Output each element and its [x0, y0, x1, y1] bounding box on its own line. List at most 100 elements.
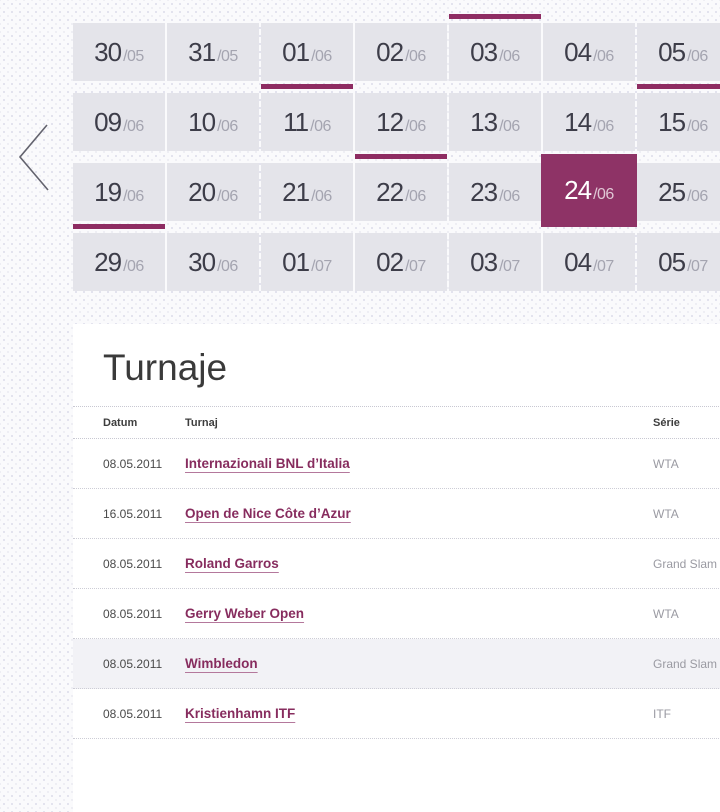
date-cell[interactable]: 05/06 — [637, 23, 720, 81]
date-cell[interactable]: 05/07 — [637, 233, 720, 291]
date-label: 03/07 — [470, 247, 520, 278]
date-cell[interactable]: 03/06 — [449, 14, 541, 81]
date-cell[interactable]: 25/06 — [637, 163, 720, 221]
tournament-row: 08.05.2011 Wimbledon Grand Slam — [73, 639, 720, 689]
tournament-link[interactable]: Roland Garros — [185, 556, 279, 571]
date-day: 04 — [564, 36, 592, 67]
column-header-date: Datum — [103, 416, 138, 429]
tournament-series: ITF — [653, 706, 671, 721]
date-cell[interactable]: 20/06 — [167, 163, 259, 221]
date-day: 20 — [188, 176, 216, 207]
date-cell[interactable]: 30/06 — [167, 233, 259, 291]
tournament-link[interactable]: Gerry Weber Open — [185, 606, 305, 621]
chevron-left-icon — [16, 122, 50, 192]
date-cell[interactable]: 23/06 — [449, 163, 541, 221]
date-cell[interactable]: 01/07 — [261, 233, 353, 291]
date-cell[interactable]: 21/06 — [261, 163, 353, 221]
date-label: 15/06 — [658, 107, 708, 138]
date-month: /06 — [405, 47, 426, 65]
tournament-link[interactable]: Internazionali BNL d’Italia — [185, 456, 350, 471]
date-month: /06 — [499, 47, 520, 65]
date-label: 01/06 — [282, 37, 332, 68]
tournament-date: 08.05.2011 — [103, 456, 163, 471]
date-cell[interactable]: 04/07 — [543, 233, 635, 291]
date-cell[interactable]: 30/05 — [73, 23, 165, 81]
date-label: 01/07 — [282, 247, 332, 278]
date-month: /07 — [593, 257, 614, 275]
previous-dates-button[interactable] — [16, 122, 50, 192]
date-day: 10 — [188, 106, 216, 137]
date-month: /06 — [311, 187, 332, 205]
date-month: /06 — [310, 117, 331, 135]
date-label: 19/06 — [94, 177, 144, 208]
date-cell[interactable]: 15/06 — [637, 84, 720, 151]
date-day: 23 — [470, 176, 498, 207]
date-month: /06 — [123, 117, 144, 135]
date-cell[interactable]: 02/06 — [355, 23, 447, 81]
date-cell[interactable]: 01/06 — [261, 23, 353, 81]
date-month: /06 — [217, 257, 238, 275]
date-day: 05 — [658, 246, 686, 277]
date-month: /07 — [311, 257, 332, 275]
date-label: 10/06 — [188, 107, 238, 138]
date-label: 03/06 — [470, 37, 520, 68]
date-label: 09/06 — [94, 107, 144, 138]
date-cell[interactable]: 19/06 — [73, 163, 165, 221]
date-day: 22 — [376, 176, 404, 207]
date-day: 29 — [94, 246, 122, 277]
date-day: 11 — [283, 106, 309, 137]
tournament-link[interactable]: Open de Nice Côte d’Azur — [185, 506, 351, 521]
date-month: /06 — [593, 117, 614, 135]
tournament-series: WTA — [653, 506, 679, 521]
date-cell[interactable]: 22/06 — [355, 154, 447, 221]
tournament-date: 16.05.2011 — [103, 506, 163, 521]
date-cell[interactable]: 13/06 — [449, 93, 541, 151]
date-cell[interactable]: 14/06 — [543, 93, 635, 151]
column-header-series: Série — [653, 416, 680, 429]
tournament-row: 08.05.2011 Gerry Weber Open WTA — [73, 589, 720, 639]
table-header-row: Datum Turnaj Série — [73, 406, 720, 439]
date-label: 04/07 — [564, 247, 614, 278]
date-label: 23/06 — [470, 177, 520, 208]
date-cell[interactable]: 10/06 — [167, 93, 259, 151]
date-day: 05 — [658, 36, 686, 67]
date-cell[interactable]: 04/06 — [543, 23, 635, 81]
date-label: 30/06 — [188, 247, 238, 278]
date-cell[interactable]: 12/06 — [355, 93, 447, 151]
date-label: 29/06 — [94, 247, 144, 278]
tournament-range-indicator — [261, 84, 353, 89]
date-cell[interactable]: 11/06 — [261, 84, 353, 151]
tournament-series: Grand Slam — [653, 556, 718, 571]
tournament-date: 08.05.2011 — [103, 706, 163, 721]
page-title: Turnaje — [103, 347, 228, 388]
date-cell[interactable]: 09/06 — [73, 93, 165, 151]
date-label: 12/06 — [376, 107, 426, 138]
date-cell[interactable]: 02/07 — [355, 233, 447, 291]
date-label: 30/05 — [94, 37, 144, 68]
date-month: /06 — [499, 117, 520, 135]
date-day: 09 — [94, 106, 122, 137]
date-day: 02 — [376, 246, 404, 277]
date-cell[interactable]: 29/06 — [73, 224, 165, 291]
date-cell[interactable]: 03/07 — [449, 233, 541, 291]
date-month: /06 — [687, 117, 708, 135]
tournament-link[interactable]: Kristienhamn ITF — [185, 706, 296, 721]
date-day: 12 — [376, 106, 404, 137]
tournament-series: Grand Slam — [653, 656, 718, 671]
date-label: 11/06 — [283, 107, 331, 138]
date-month: /06 — [217, 117, 238, 135]
date-cell[interactable]: 31/05 — [167, 23, 259, 81]
date-label: 02/06 — [376, 37, 426, 68]
tournament-range-indicator — [355, 154, 447, 159]
date-month: /06 — [405, 117, 426, 135]
tournament-link[interactable]: Wimbledon — [185, 656, 258, 671]
tournament-row: 08.05.2011 Roland Garros Grand Slam — [73, 539, 720, 589]
date-label: 05/07 — [658, 247, 708, 278]
tournament-row: 16.05.2011 Open de Nice Côte d’Azur WTA — [73, 489, 720, 539]
date-month: /06 — [687, 187, 708, 205]
date-label: 20/06 — [188, 177, 238, 208]
date-day: 30 — [188, 246, 216, 277]
date-cell[interactable]: 24/06 — [541, 154, 637, 227]
tournament-series: WTA — [653, 456, 679, 471]
date-day: 03 — [470, 246, 498, 277]
